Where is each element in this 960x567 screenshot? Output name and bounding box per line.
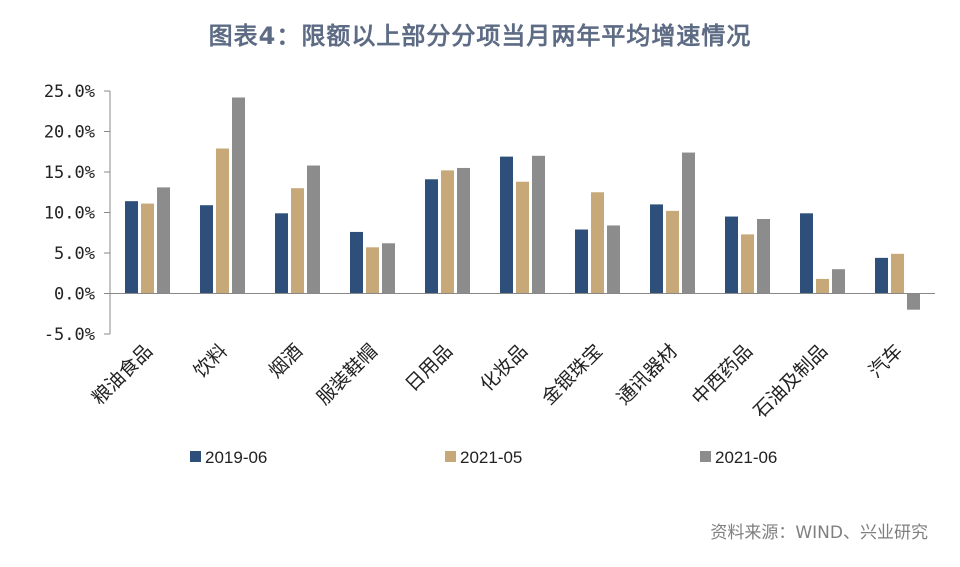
bars: [125, 97, 920, 310]
bar: [666, 210, 679, 294]
bar: [816, 278, 829, 294]
y-tick-label: 5.0%: [54, 244, 95, 264]
y-tick-label: 20.0%: [44, 123, 95, 143]
x-tick-label: 石油及制品: [749, 340, 832, 423]
x-tick-label: 汽车: [865, 340, 907, 382]
y-tick-label: -5.0%: [44, 325, 95, 345]
bar: [307, 165, 320, 294]
x-tick-label: 服装鞋帽: [313, 340, 382, 409]
bar: [141, 203, 154, 294]
bar: [125, 201, 138, 294]
bar: [832, 269, 845, 294]
bar: [516, 181, 529, 294]
x-tick-label: 金银珠宝: [538, 340, 607, 409]
legend-label: 2021-05: [460, 448, 522, 467]
legend: 2019-06 2021-05 2021-06: [190, 448, 777, 467]
bar: [741, 234, 754, 294]
bar: [441, 170, 454, 294]
bar: [607, 225, 620, 294]
y-axis: -5.0% 0.0% 5.0% 10.0% 15.0% 20.0% 25.0%: [44, 82, 110, 345]
legend-swatch: [445, 451, 456, 462]
bar: [275, 213, 288, 294]
bar: [682, 152, 695, 294]
bar: [875, 257, 888, 294]
source-note: 资料来源：WIND、兴业研究: [710, 523, 928, 543]
y-tick-label: 0.0%: [54, 285, 95, 305]
legend-label: 2019-06: [205, 448, 267, 467]
legend-label: 2021-06: [715, 448, 777, 467]
bar: [800, 213, 813, 294]
x-tick-label: 中西药品: [688, 340, 757, 409]
bar: [725, 216, 738, 294]
bar: [591, 192, 604, 294]
bar: [575, 229, 588, 294]
bar: [291, 188, 304, 294]
x-tick-label: 日用品: [401, 340, 457, 396]
bar: [200, 205, 213, 294]
bar: [425, 179, 438, 294]
bar: [366, 247, 379, 294]
bar: [157, 187, 170, 294]
x-tick-label: 粮油食品: [88, 340, 157, 409]
bar: [457, 167, 470, 294]
bar: [532, 155, 545, 294]
y-tick-label: 10.0%: [44, 204, 95, 224]
y-tick-label: 15.0%: [44, 163, 95, 183]
bar: [907, 293, 920, 310]
x-tick-label: 烟酒: [265, 340, 307, 382]
bar: [216, 148, 229, 294]
x-tick-label: 饮料: [190, 340, 232, 382]
y-tick-label: 25.0%: [44, 82, 95, 102]
bar: [500, 156, 513, 294]
legend-swatch: [190, 451, 201, 462]
legend-swatch: [700, 451, 711, 462]
bar: [232, 97, 245, 294]
bar: [757, 218, 770, 294]
bar: [650, 204, 663, 294]
axes: [109, 91, 935, 334]
x-tick-label: 化妆品: [476, 340, 532, 396]
x-tick-label: 通讯器材: [613, 340, 682, 409]
bar: [382, 243, 395, 294]
bar: [350, 231, 363, 294]
chart-title: 图表4：限额以上部分分项当月两年平均增速情况: [208, 22, 752, 50]
bar: [891, 253, 904, 294]
